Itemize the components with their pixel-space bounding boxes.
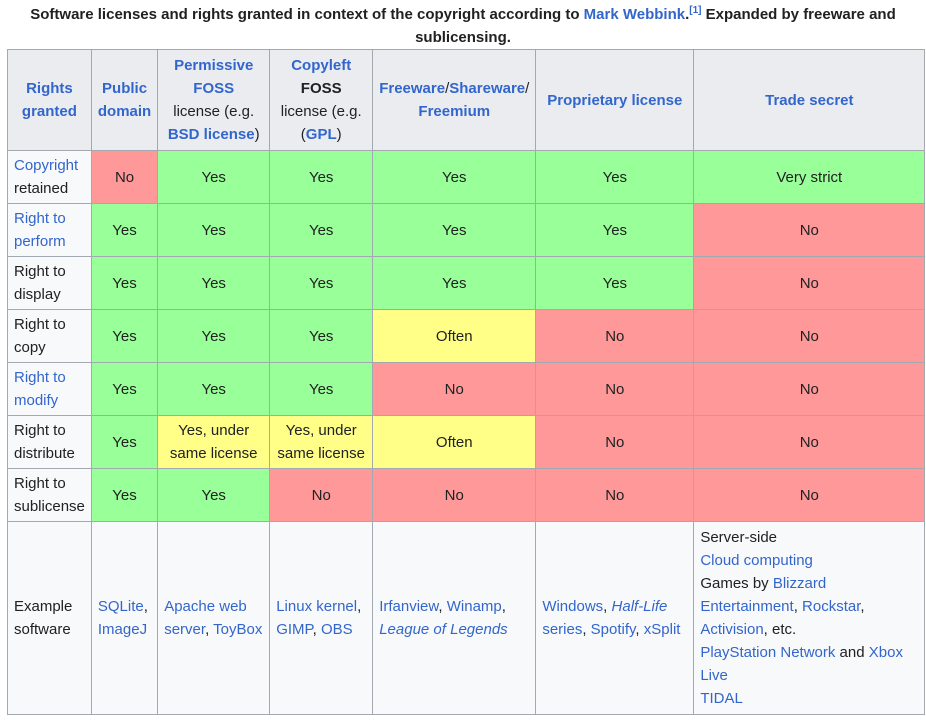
table-cell: Yes, under same license <box>157 415 271 469</box>
table-row: Copyright retained No Yes Yes Yes Yes Ve… <box>7 150 926 204</box>
table-cell: No <box>535 415 695 469</box>
example-proprietary: Windows, Half-Life series, Spotify, xSpl… <box>535 521 695 715</box>
table-cell: Yes <box>157 203 271 257</box>
table-cell: Yes <box>372 256 537 310</box>
table-cell: No <box>372 468 537 522</box>
table-cell: Yes <box>535 256 695 310</box>
table-cell: No <box>372 362 537 416</box>
header-proprietary[interactable]: Proprietary license <box>535 49 695 151</box>
table-cell: Yes <box>269 203 374 257</box>
table-cell: No <box>535 362 695 416</box>
table-cell: No <box>693 362 926 416</box>
table-cell: No <box>693 256 926 310</box>
table-row: Right to sublicense Yes Yes No No No No <box>7 468 926 522</box>
header-trade-secret[interactable]: Trade secret <box>693 49 926 151</box>
table-cell: Yes <box>535 203 695 257</box>
example-permissive: Apache web server, ToyBox <box>157 521 271 715</box>
table-cell: Yes <box>269 150 374 204</box>
header-permissive-foss: Permissive FOSS license (e.g. BSD licens… <box>157 49 271 151</box>
table-cell: Yes <box>372 150 537 204</box>
license-comparison-table: Rights granted Public domain Permissive … <box>7 49 926 715</box>
row-label[interactable]: Right to perform <box>7 203 92 257</box>
bsd-license-link[interactable]: BSD license <box>167 126 255 143</box>
table-cell: Yes <box>90 468 159 522</box>
table-cell: No <box>693 203 926 257</box>
table-cell: Yes <box>90 309 159 363</box>
table-cell: Often <box>372 309 537 363</box>
table-cell: No <box>693 415 926 469</box>
table-caption: Software licenses and rights granted in … <box>30 5 896 47</box>
table-cell: Yes, under same license <box>269 415 374 469</box>
table-cell: Yes <box>269 256 374 310</box>
table-cell: Very strict <box>693 150 926 204</box>
table-cell: Yes <box>157 309 271 363</box>
row-label[interactable]: Right to modify <box>7 362 92 416</box>
table-cell: No <box>535 468 695 522</box>
example-public-domain: SQLite, ImageJ <box>90 521 159 715</box>
table-cell: Yes <box>90 362 159 416</box>
table-cell: No <box>693 468 926 522</box>
row-label: Right to distribute <box>7 415 92 469</box>
table-cell: Yes <box>90 415 159 469</box>
table-row: Right to perform Yes Yes Yes Yes Yes No <box>7 203 926 257</box>
author-link[interactable]: Mark Webbink <box>583 6 686 23</box>
row-label: Example software <box>7 521 92 715</box>
row-label: Right to display <box>7 256 92 310</box>
header-public-domain[interactable]: Public domain <box>90 49 159 151</box>
table-row: Right to display Yes Yes Yes Yes Yes No <box>7 256 926 310</box>
table-cell: No <box>693 309 926 363</box>
example-freeware: Irfanview, Winamp, League of Legends <box>372 521 537 715</box>
table-row: Right to modify Yes Yes Yes No No No <box>7 362 926 416</box>
table-cell: Yes <box>269 362 374 416</box>
table-row: Right to copy Yes Yes Yes Often No No <box>7 309 926 363</box>
table-cell: Yes <box>90 203 159 257</box>
row-label: Right to copy <box>7 309 92 363</box>
table-cell: Often <box>372 415 537 469</box>
table-cell: No <box>90 150 159 204</box>
example-copyleft: Linux kernel, GIMP, OBS <box>269 521 374 715</box>
table-cell: No <box>535 309 695 363</box>
table-cell: Yes <box>269 309 374 363</box>
table-row: Right to distribute Yes Yes, under same … <box>7 415 926 469</box>
table-cell: Yes <box>157 362 271 416</box>
table-cell: Yes <box>157 150 271 204</box>
example-software-row: Example software SQLite, ImageJ Apache w… <box>7 521 926 715</box>
table-cell: Yes <box>90 256 159 310</box>
table-cell: Yes <box>372 203 537 257</box>
header-row: Rights granted Public domain Permissive … <box>7 49 926 151</box>
header-copyleft-foss: Copyleft FOSS license (e.g. (GPL) <box>269 49 374 151</box>
header-rights-granted[interactable]: Rights granted <box>7 49 92 151</box>
example-trade-secret: Server-side Cloud computing Games by Bli… <box>693 521 926 715</box>
table-cell: Yes <box>157 256 271 310</box>
row-label: Copyright retained <box>7 150 92 204</box>
table-cell: No <box>269 468 374 522</box>
gpl-link[interactable]: GPL <box>305 126 337 143</box>
table-cell: Yes <box>157 468 271 522</box>
header-freeware: Freeware/Shareware/ Freemium <box>372 49 537 151</box>
table-cell: Yes <box>535 150 695 204</box>
row-label: Right to sublicense <box>7 468 92 522</box>
reference-link[interactable]: [1] <box>689 5 702 16</box>
